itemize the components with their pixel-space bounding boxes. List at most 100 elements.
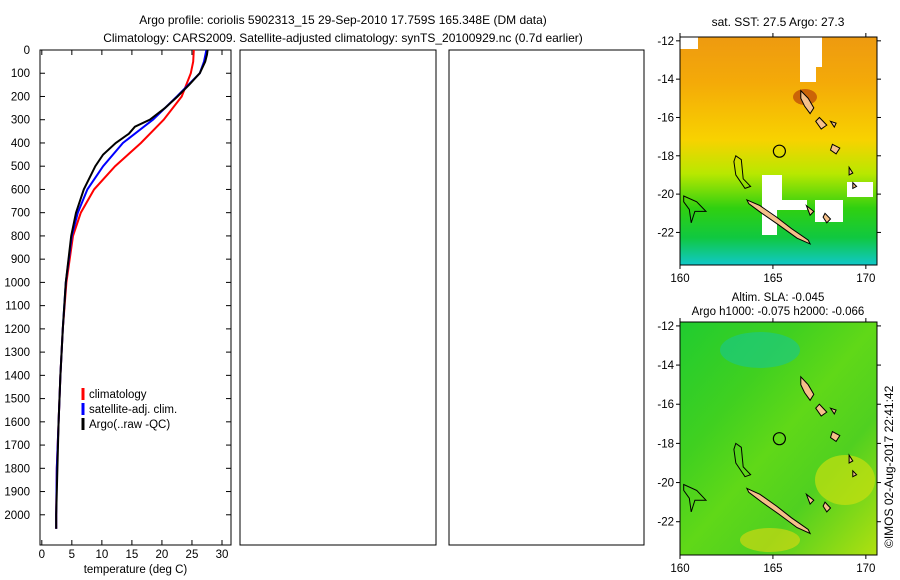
y-tick-label: -12 (657, 36, 674, 48)
island (848, 165, 854, 176)
sla-anomaly-high-2 (740, 528, 800, 552)
y-tick-label: 1200 (4, 324, 30, 336)
y-tick-label: 1300 (4, 347, 30, 359)
island (815, 403, 828, 417)
argo-location-marker (772, 144, 786, 158)
island (852, 181, 858, 190)
x-tick-label: 0 (39, 549, 45, 561)
island (829, 430, 841, 443)
island (829, 120, 837, 129)
reef-outline (733, 442, 752, 478)
islands (683, 375, 858, 535)
legend-label: climatology (89, 389, 147, 401)
y-tick-label: 1400 (4, 370, 30, 382)
y-tick-label: 100 (11, 68, 30, 80)
temperature-panel: 0100200300400500600700800900100011001200… (4, 45, 232, 576)
sla-map-title-2: Argo h1000: -0.075 h2000: -0.066 (692, 306, 865, 318)
legend-label: satellite-adj. clim. (89, 404, 177, 416)
sst-map-axes: 160 165 170 -12 -14 -16 -18 -20 -22 (657, 33, 881, 285)
island (800, 89, 815, 115)
y-tick-label: -20 (657, 478, 674, 490)
island (745, 198, 812, 245)
series-line-argo-raw-qc- (55, 49, 209, 529)
sla-map-axes: 160 165 170 -12 -14 -16 -18 -20 -22 (657, 318, 881, 575)
x-tick-label: 165 (763, 273, 782, 285)
y-tick-label: -18 (657, 438, 674, 450)
y-tick-label: 2000 (4, 510, 30, 522)
sla-map-frame (679, 321, 878, 556)
difference-panel (448, 49, 645, 546)
x-tick-label: 5 (69, 549, 75, 561)
y-tick-label: -12 (657, 321, 674, 333)
y-tick-label: -22 (657, 517, 674, 529)
sla-anomaly-low (720, 332, 800, 368)
title-line-1: Argo profile: coriolis 5902313_15 29-Sep… (139, 13, 547, 27)
reef-outline (683, 195, 708, 223)
y-tick-label: 1000 (4, 277, 30, 289)
x-tick-label: 20 (156, 549, 169, 561)
sst-map-frame (679, 36, 878, 266)
islands (683, 89, 858, 245)
y-tick-label: -16 (657, 399, 674, 411)
plot-frame (448, 49, 645, 546)
sla-map: Altim. SLA: -0.045 Argo h1000: -0.075 h2… (657, 292, 881, 575)
argo-location-marker (772, 432, 786, 446)
y-tick-label: 400 (11, 138, 30, 150)
island (815, 116, 828, 130)
x-tick-label: 160 (670, 273, 689, 285)
salinity-panel (239, 49, 437, 546)
island (745, 487, 812, 535)
y-tick-label: 1700 (4, 440, 30, 452)
cloud-mask (680, 37, 873, 235)
series-line-satellite-adj-clim- (55, 49, 208, 529)
sst-map: sat. SST: 27.5 Argo: 27.3 160 165 170 -12 -1… (657, 15, 881, 285)
sla-map-title-1: Altim. SLA: -0.045 (732, 292, 825, 304)
reef-outline (733, 155, 752, 190)
plot-frame (239, 49, 437, 546)
y-tick-label: 1800 (4, 463, 30, 475)
legend-label: Argo(..raw -QC) (89, 419, 170, 431)
x-tick-label: 25 (186, 549, 199, 561)
y-tick-label: 300 (11, 115, 30, 127)
x-tick-label: 170 (856, 273, 875, 285)
x-tick-label: 15 (125, 549, 138, 561)
x-tick-label: 10 (95, 549, 108, 561)
island (800, 375, 815, 402)
x-axis-label: temperature (deg C) (84, 564, 188, 576)
x-tick-label: 30 (216, 549, 229, 561)
y-tick-label: 600 (11, 184, 30, 196)
y-tick-label: 1900 (4, 487, 30, 499)
y-tick-label: 800 (11, 231, 30, 243)
title-line-2: Climatology: CARS2009. Satellite-adjuste… (103, 31, 583, 45)
y-tick-label: 1600 (4, 417, 30, 429)
x-tick-label: 170 (856, 563, 875, 575)
y-tick-label: -14 (657, 360, 674, 372)
island (805, 492, 815, 506)
y-tick-label: 1500 (4, 394, 30, 406)
x-tick-label: 160 (670, 563, 689, 575)
y-tick-label: -18 (657, 151, 674, 163)
credit: ©IMOS 02-Aug-2017 22:41:42 (882, 385, 896, 548)
island (829, 407, 837, 416)
island (805, 204, 815, 217)
y-tick-label: 900 (11, 254, 30, 266)
y-tick-label: 200 (11, 91, 30, 103)
y-tick-label: -22 (657, 227, 674, 239)
series-line-climatology (55, 49, 195, 529)
y-tick-label: -20 (657, 189, 674, 201)
y-tick-label: -14 (657, 74, 674, 86)
reef-outline (683, 483, 708, 513)
sst-field (680, 37, 877, 265)
island (829, 143, 841, 155)
island (822, 212, 832, 224)
island (848, 453, 854, 464)
x-tick-label: 165 (763, 563, 782, 575)
y-tick-label: 1100 (5, 301, 30, 313)
sla-anomaly-high (815, 455, 875, 505)
y-tick-label: 0 (24, 45, 30, 57)
y-tick-label: 500 (11, 161, 30, 173)
sst-map-title: sat. SST: 27.5 Argo: 27.3 (712, 15, 845, 29)
plot-frame (39, 49, 232, 546)
island (852, 469, 858, 478)
